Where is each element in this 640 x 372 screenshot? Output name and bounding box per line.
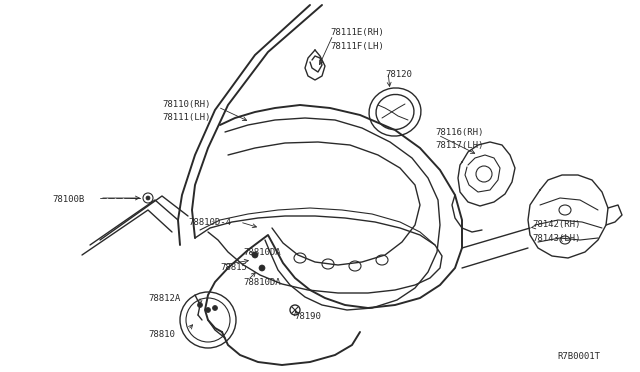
Circle shape <box>252 252 258 258</box>
Text: 78810DA: 78810DA <box>243 248 280 257</box>
Text: 78810D-4: 78810D-4 <box>188 218 231 227</box>
Text: 78815: 78815 <box>220 263 247 272</box>
Text: R7B0001T: R7B0001T <box>557 352 600 361</box>
Text: 78143(LH): 78143(LH) <box>532 234 580 243</box>
Text: 78111E(RH): 78111E(RH) <box>330 28 384 37</box>
Text: 78810DA: 78810DA <box>243 278 280 287</box>
Circle shape <box>205 308 211 312</box>
Text: 78810: 78810 <box>148 330 175 339</box>
Text: 78142(RH): 78142(RH) <box>532 220 580 229</box>
Circle shape <box>212 305 218 311</box>
Text: 78111F(LH): 78111F(LH) <box>330 42 384 51</box>
Text: 78100B: 78100B <box>52 195 84 204</box>
Text: 78111(LH): 78111(LH) <box>162 113 211 122</box>
Text: 78190: 78190 <box>294 312 321 321</box>
Circle shape <box>259 265 265 271</box>
Circle shape <box>198 302 202 308</box>
Text: 78117(LH): 78117(LH) <box>435 141 483 150</box>
Circle shape <box>146 196 150 200</box>
Text: 78812A: 78812A <box>148 294 180 303</box>
Text: 78120: 78120 <box>385 70 412 79</box>
Text: 78110(RH): 78110(RH) <box>162 100 211 109</box>
Text: 78116(RH): 78116(RH) <box>435 128 483 137</box>
